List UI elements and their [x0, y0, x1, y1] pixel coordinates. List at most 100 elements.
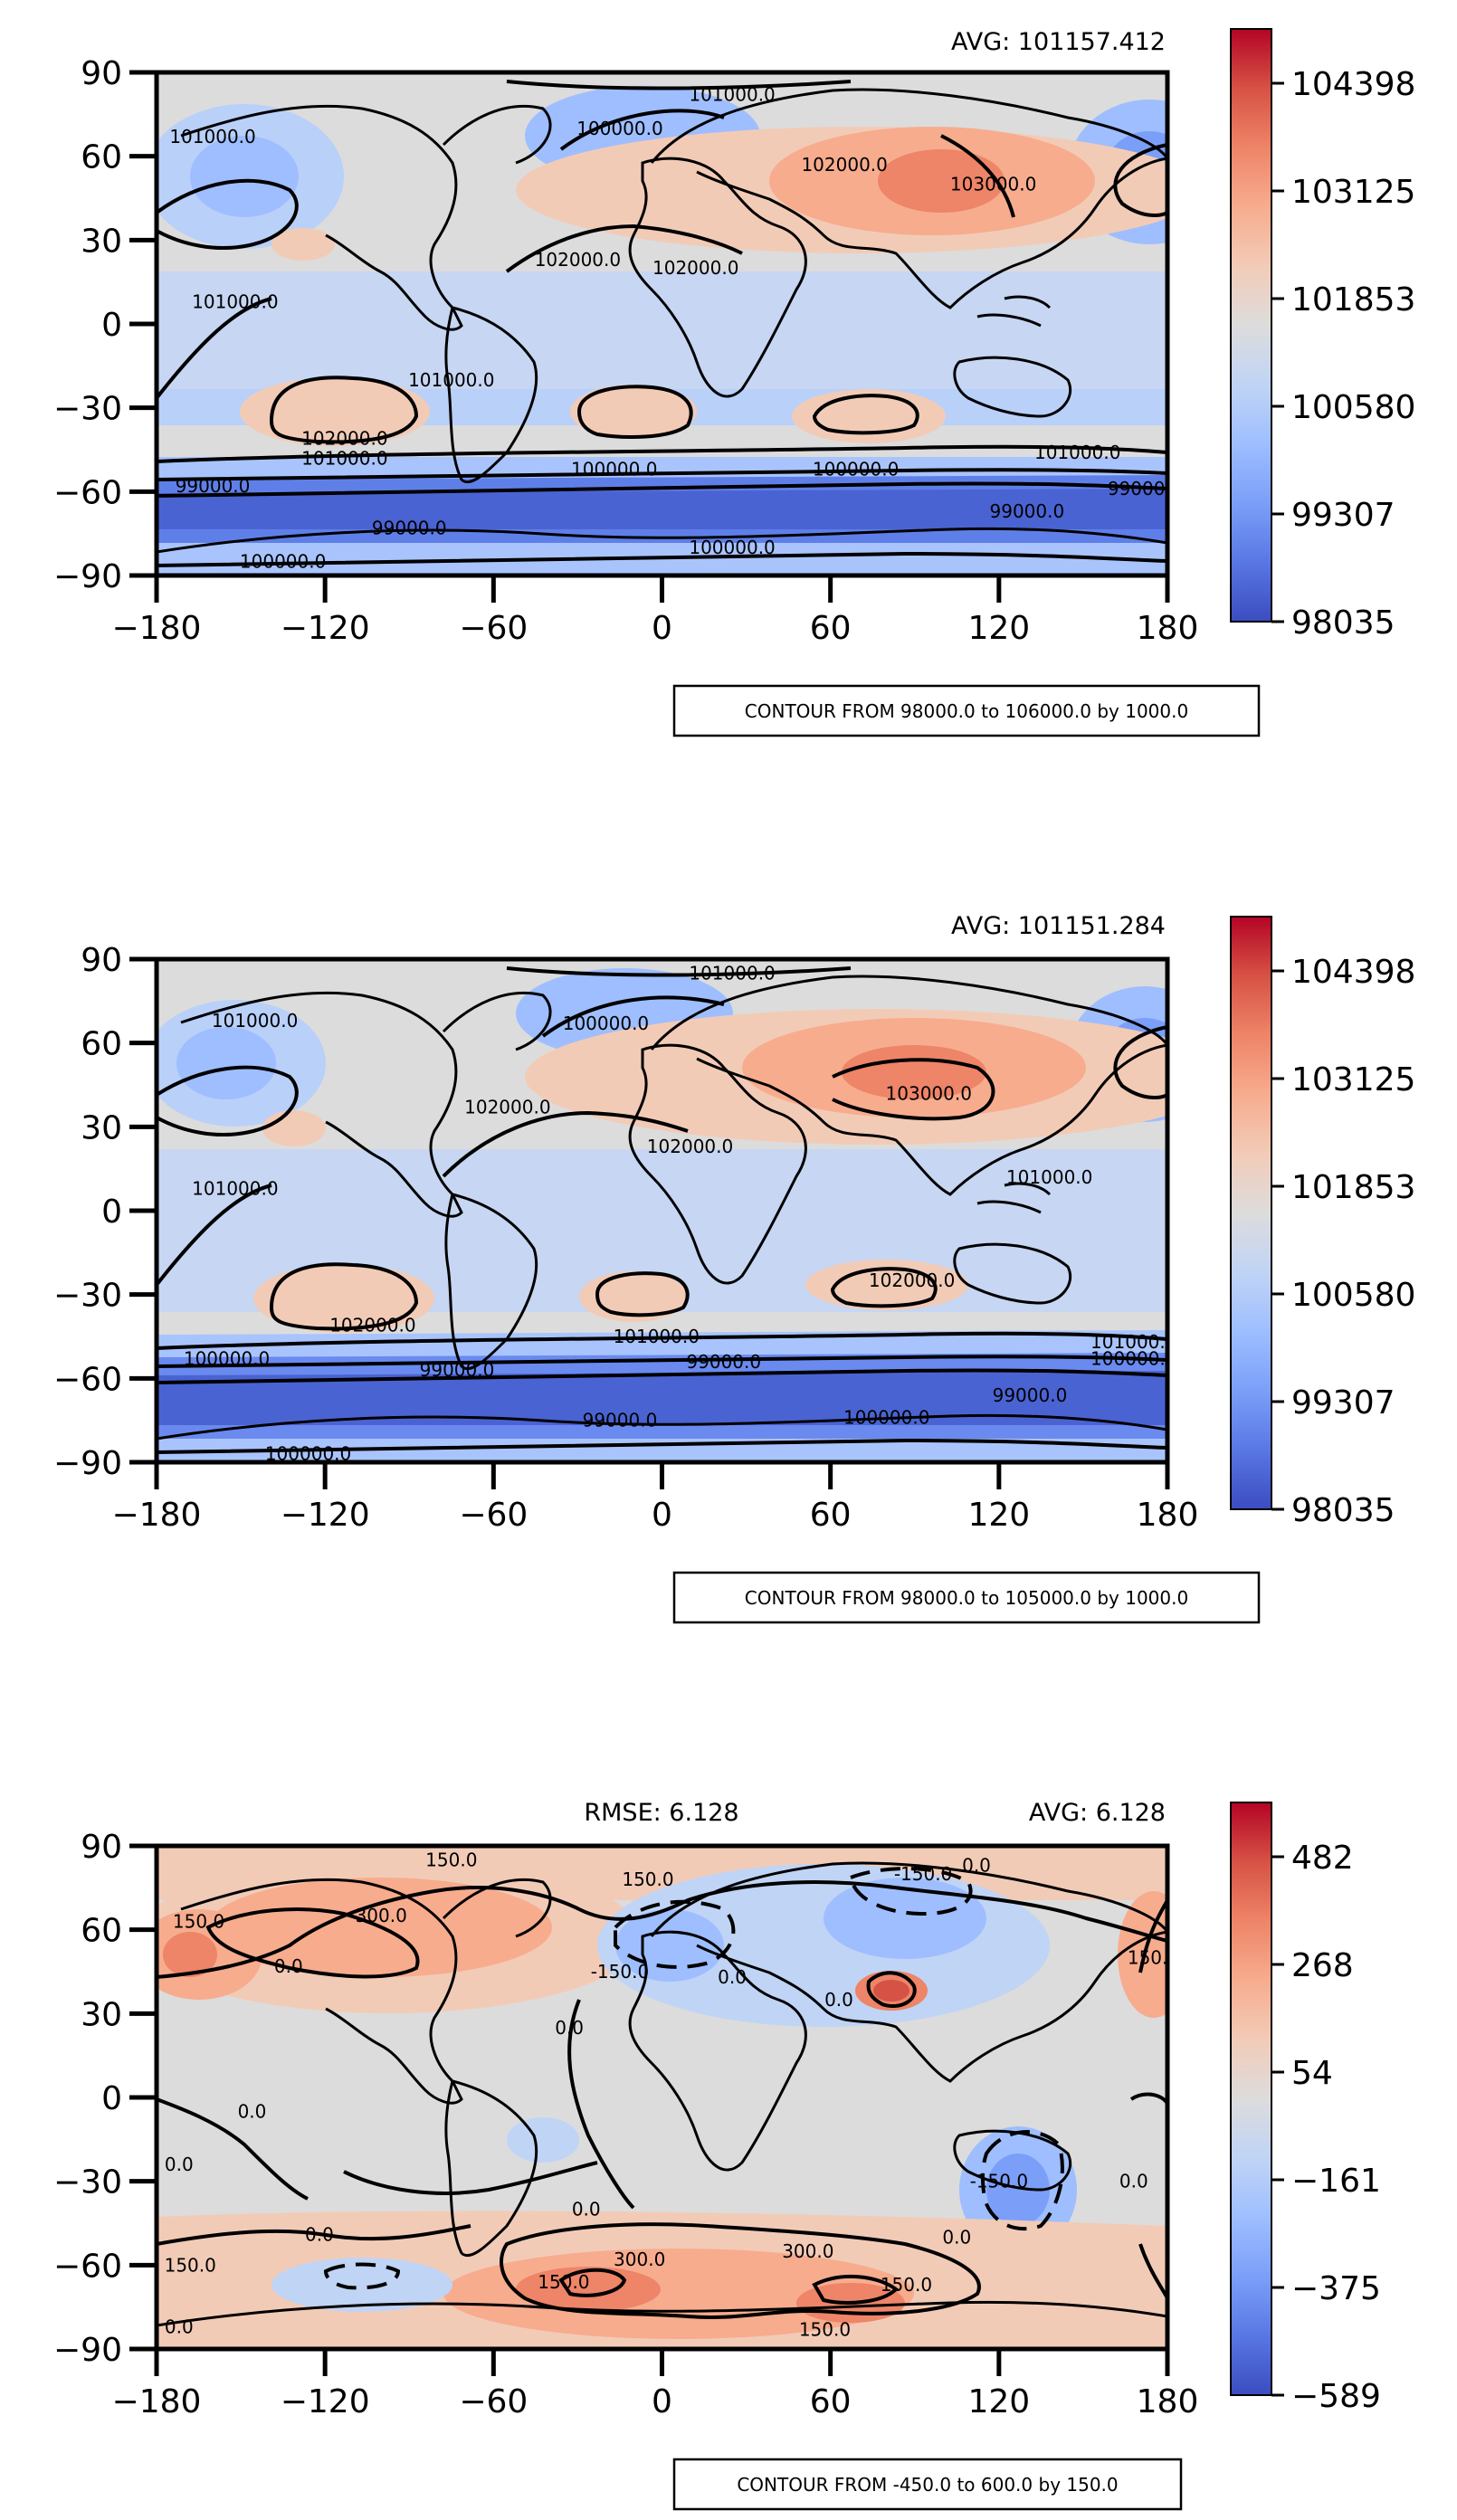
contour-label: 102000.0 [647, 1136, 733, 1157]
contour-label: 300.0 [782, 2240, 833, 2262]
contour-label: -150.0 [894, 1863, 952, 1885]
colorbar-label: 100580 [1291, 389, 1415, 426]
contour-label: 102000.0 [652, 257, 738, 279]
contour-labels: 150.0 150.0 0.0 -150.0 150.0 300.0 0.0 -150.0 0.… [165, 1849, 1167, 2340]
contour-label: 101000.0 [301, 447, 387, 469]
y-tick-label: 0 [101, 2080, 122, 2117]
x-tick-label: 120 [967, 2383, 1030, 2420]
contour-label: 0.0 [274, 1955, 303, 1977]
colorbar-label: 482 [1291, 1840, 1354, 1877]
contour-label: 99000.0 [420, 1359, 495, 1381]
contour-label: 99000.0 [993, 1384, 1068, 1406]
contour-label: 150.0 [173, 1910, 224, 1932]
contour-label: 102000.0 [869, 1270, 955, 1291]
contour-label: 150.0 [881, 2274, 932, 2296]
colorbar-scale [1230, 28, 1272, 623]
y-tick-label: −30 [53, 1278, 122, 1315]
contour-label: 300.0 [614, 2249, 665, 2270]
contour-lines [157, 80, 1167, 567]
y-tick-label: 30 [81, 1109, 122, 1146]
colorbar-label: 100580 [1291, 1277, 1415, 1314]
map-field: 101000.0100000.0101000.0102000.0103000.0… [157, 72, 1167, 575]
axis-ticks: −180 −120 −60 0 60 120 180 90 60 30 0 −30 −60 −90 [53, 1829, 1198, 2420]
y-tick-label: 60 [81, 139, 122, 176]
contour-label: 99000.0 [990, 500, 1065, 522]
coastlines [157, 88, 1167, 554]
contour-label: 0.0 [962, 1855, 991, 1877]
colorbar-label: 268 [1291, 1947, 1354, 1984]
x-tick-label: 180 [1137, 1497, 1199, 1534]
contour-label: 100000.0 [813, 459, 899, 480]
colorbar-label: 104398 [1291, 66, 1415, 103]
coastlines [157, 975, 1167, 1441]
contour-label: 0.0 [165, 2154, 194, 2175]
rmse-label: RMSE: 6.128 [584, 1799, 738, 1827]
x-tick-label: 180 [1137, 2383, 1199, 2420]
map-field: 101000.0100000.0101000.0103000.0102000.0… [157, 959, 1167, 1465]
contour-label: 100000.0 [240, 551, 326, 573]
contour-labels: 101000.0100000.0101000.0103000.0102000.0… [184, 962, 1167, 1465]
contour-label: 103000.0 [950, 174, 1036, 195]
contour-note: CONTOUR FROM 98000.0 to 105000.0 by 1000… [672, 1571, 1261, 1624]
contour-label: 0.0 [555, 2017, 584, 2039]
avg-label: AVG: 6.128 [1029, 1799, 1166, 1827]
contour-label: 99000.0 [583, 1410, 658, 1431]
contour-labels: 101000.0100000.0101000.0102000.0103000.0… [169, 84, 1167, 573]
x-tick-label: −180 [112, 610, 202, 647]
contour-label: 102000.0 [329, 1315, 415, 1336]
y-tick-label: −90 [53, 558, 122, 595]
x-tick-label: −120 [281, 2383, 370, 2420]
contour-label: 0.0 [824, 1989, 853, 2011]
contour-label: 0.0 [305, 2223, 334, 2245]
contour-label: 150.0 [622, 1869, 673, 1890]
map-field: 150.0 150.0 0.0 -150.0 150.0 300.0 0.0 -150.0 0.… [157, 1846, 1167, 2349]
colorbar: 104398 103125 101853 100580 99307 98035 [1230, 28, 1415, 642]
x-tick-label: −60 [459, 1497, 528, 1534]
contour-label: 101000.0 [1034, 442, 1120, 463]
x-tick-label: 60 [810, 1497, 852, 1534]
contour-label: 300.0 [356, 1905, 407, 1926]
y-tick-label: −30 [53, 2164, 122, 2201]
contour-label: 150.0 [165, 2254, 216, 2276]
contour-label: 0.0 [942, 2226, 971, 2248]
avg-label: AVG: 101151.284 [951, 912, 1166, 940]
y-tick-label: 30 [81, 1996, 122, 2033]
contour-label: 0.0 [572, 2199, 601, 2220]
x-tick-label: −180 [112, 1497, 202, 1534]
panel-2: AVG: 101151.284 [53, 912, 1415, 1624]
contour-label: 102000.0 [801, 154, 887, 176]
contour-label: 0.0 [718, 1966, 747, 1988]
x-tick-label: 180 [1137, 610, 1199, 647]
colorbar-label: 99307 [1291, 497, 1395, 534]
contour-label: -150.0 [591, 1961, 649, 1983]
y-tick-label: −60 [53, 1361, 122, 1398]
contour-label: 100000.0 [265, 1443, 351, 1465]
y-tick-label: 60 [81, 1913, 122, 1950]
avg-label: AVG: 101157.412 [951, 28, 1166, 56]
y-tick-label: −30 [53, 391, 122, 428]
x-tick-label: −60 [459, 2383, 528, 2420]
axis-ticks: −180 −120 −60 0 60 120 180 90 60 30 0 −30 −60 −90 [53, 55, 1198, 647]
y-tick-label: 90 [81, 55, 122, 92]
colorbar-label: 98035 [1291, 604, 1395, 642]
contour-label: 102000.0 [301, 428, 387, 450]
x-tick-label: −60 [459, 610, 528, 647]
contour-label: 100000.0 [563, 1013, 649, 1034]
x-tick-label: 0 [652, 1497, 672, 1534]
colorbar-label: 99307 [1291, 1384, 1395, 1422]
y-tick-label: −90 [53, 2332, 122, 2369]
y-tick-label: 30 [81, 223, 122, 260]
contour-note-text: CONTOUR FROM 98000.0 to 106000.0 by 1000… [745, 700, 1188, 722]
x-tick-label: 60 [810, 2383, 852, 2420]
colorbar-label: 54 [1291, 2055, 1333, 2092]
contour-label: 100000.0 [571, 459, 657, 480]
contour-label: 101000.0 [192, 290, 278, 312]
colorbar-label: 98035 [1291, 1492, 1395, 1529]
colorbar-label: 103125 [1291, 1061, 1415, 1098]
axis-ticks: −180 −120 −60 0 60 120 180 90 60 30 0 −30 −60 −90 [53, 942, 1198, 1534]
negative-contour-lines [323, 1867, 1064, 2290]
x-tick-label: 120 [967, 1497, 1030, 1534]
contour-label: 101000.0 [192, 1177, 278, 1199]
contour-label: 101000.0 [614, 1326, 700, 1347]
